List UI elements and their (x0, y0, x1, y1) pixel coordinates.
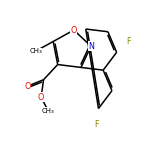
Text: F: F (94, 120, 99, 129)
Text: O: O (71, 26, 77, 35)
Text: O: O (24, 82, 30, 91)
Text: CH₃: CH₃ (29, 48, 42, 54)
Text: N: N (88, 42, 94, 51)
Text: F: F (126, 37, 131, 46)
Text: O: O (38, 93, 44, 102)
Text: CH₃: CH₃ (42, 108, 54, 114)
